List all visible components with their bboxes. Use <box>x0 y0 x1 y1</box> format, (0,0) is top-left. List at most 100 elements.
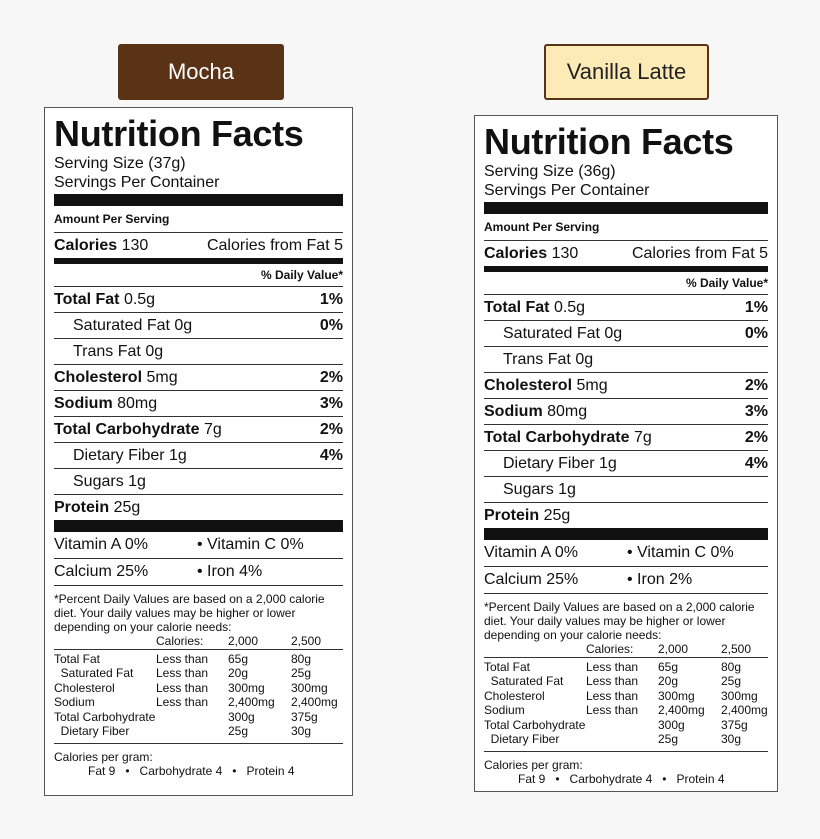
daily-values-cell: 80g <box>291 651 312 666</box>
vitamin-row: Vitamin A 0% • Vitamin C 0% <box>54 532 343 558</box>
calories-header: Calories: <box>586 642 634 656</box>
daily-values-cell: 2,400mg <box>658 703 705 717</box>
daily-values-cell: 375g <box>291 709 318 724</box>
label-title: Nutrition Facts <box>54 113 304 154</box>
iron: • Iron 2% <box>627 571 693 588</box>
daily-values-cell: Less than <box>586 688 639 703</box>
nutrient-label: Trans Fat <box>73 342 141 360</box>
nutrient-dv: 4% <box>744 454 768 472</box>
label-title: Nutrition Facts <box>484 121 734 162</box>
calories-row: Calories 130 Calories from Fat 5 <box>484 240 768 266</box>
divider <box>484 750 768 752</box>
daily-values-cell: 375g <box>721 717 748 732</box>
nutrient-row-total-carbohydrate: Total Carbohydrate 7g 2% <box>54 416 343 442</box>
daily-values-cell: Dietary Fiber <box>54 724 130 738</box>
daily-values-row: Saturated Fat Less than 20g 25g <box>484 674 768 689</box>
nutrient-label: Saturated Fat <box>503 324 600 342</box>
daily-values-cell: Saturated Fat <box>484 674 564 688</box>
nutrient-row-total-fat: Total Fat 0.5g 1% <box>54 286 343 312</box>
daily-values-cell: 300g <box>658 717 685 732</box>
nutrient-label: Protein <box>484 506 540 524</box>
nutrient-dv: 2% <box>744 428 768 446</box>
tab-vanilla-latte[interactable]: Vanilla Latte <box>544 44 709 100</box>
vitamin-a: Vitamin A 0% <box>54 536 148 553</box>
nutrient-dv: 0% <box>319 316 343 334</box>
calories-header: Calories: <box>156 634 204 648</box>
daily-values-cell: 300mg <box>228 680 265 695</box>
nutrient-row-saturated-fat: Saturated Fat 0g 0% <box>484 320 768 346</box>
daily-values-cell: Cholesterol <box>484 688 545 703</box>
daily-values-cell: 300g <box>228 709 255 724</box>
nutrient-row-trans-fat: Trans Fat 0g <box>484 346 768 372</box>
nutrient-amount: 0.5g <box>123 290 156 308</box>
calcium: Calcium 25% <box>54 563 149 580</box>
nutrient-row-sodium: Sodium 80mg 3% <box>484 398 768 424</box>
nutrient-dv: 1% <box>319 290 343 308</box>
nutrient-dv: 3% <box>744 402 768 420</box>
nutrient-label: Total Fat <box>484 298 550 316</box>
thick-divider <box>484 202 768 214</box>
nutrient-row-cholesterol: Cholesterol 5mg 2% <box>484 372 768 398</box>
nutrient-amount: 0g <box>575 350 594 368</box>
calories-2000: 2,000 <box>658 642 689 656</box>
daily-values-row: Dietary Fiber 25g 30g <box>484 732 768 747</box>
daily-values-cell: 30g <box>291 724 312 738</box>
iron: • Iron 4% <box>197 563 263 580</box>
daily-values-row: Saturated Fat Less than 20g 25g <box>54 666 343 681</box>
nutrient-label: Cholesterol <box>484 376 573 394</box>
daily-values-row: Total Fat Less than 65g 80g <box>54 652 343 667</box>
daily-values-cell: 300mg <box>291 680 328 695</box>
daily-values-cell: 30g <box>721 732 742 746</box>
daily-values-cell: 25g <box>228 724 249 738</box>
nutrient-dv: 2% <box>319 368 343 386</box>
vitamin-c: • Vitamin C 0% <box>627 544 734 561</box>
daily-values-row: Cholesterol Less than 300mg 300mg <box>54 681 343 696</box>
nutrition-label-mocha: Nutrition Facts Serving Size (37g) Servi… <box>44 107 353 796</box>
nutrient-dv: 0% <box>744 324 768 342</box>
nutrition-label-vanilla-latte: Nutrition Facts Serving Size (36g) Servi… <box>474 115 778 792</box>
daily-values-cell: 20g <box>228 666 249 680</box>
vitamin-c: • Vitamin C 0% <box>197 536 304 553</box>
divider <box>54 648 343 650</box>
nutrient-label: Dietary Fiber <box>73 446 165 464</box>
nutrient-row-sugars: Sugars 1g <box>484 476 768 502</box>
daily-values-cell: Less than <box>586 674 639 688</box>
servings-per-container: Servings Per Container <box>54 174 220 191</box>
medium-divider <box>54 258 343 264</box>
calories-per-gram: Calories per gram: <box>484 757 583 772</box>
daily-values-table: Total Fat Less than 65g 80g Saturated Fat Le… <box>484 660 768 747</box>
daily-values-cell: 2,400mg <box>721 703 768 717</box>
daily-values-cell: Total Fat <box>484 659 531 674</box>
daily-values-cell: Less than <box>156 680 209 695</box>
daily-values-cell: Dietary Fiber <box>484 732 560 746</box>
calories-per-gram-values: Fat 9 • Carbohydrate 4 • Protein 4 <box>88 763 295 778</box>
mineral-row: Calcium 25% • Iron 4% <box>54 558 343 585</box>
daily-values-cell <box>156 710 228 725</box>
nutrient-label: Total Carbohydrate <box>484 428 630 446</box>
nutrient-row-protein: Protein 25g <box>484 502 768 528</box>
daily-values-row: Total Carbohydrate 300g 375g <box>54 710 343 725</box>
daily-values-cell: Total Carbohydrate <box>484 717 586 732</box>
daily-values-cell: Total Fat <box>54 651 101 666</box>
daily-values-cell: Less than <box>586 703 639 717</box>
daily-values-cell <box>586 718 658 733</box>
nutrient-amount: 80mg <box>547 402 588 420</box>
amount-per-serving: Amount Per Serving <box>484 220 600 234</box>
daily-values-cell: 25g <box>721 674 742 688</box>
nutrient-row-sugars: Sugars 1g <box>54 468 343 494</box>
nutrient-amount: 1g <box>558 480 576 498</box>
nutrient-amount: 7g <box>203 420 222 438</box>
nutrient-label: Total Carbohydrate <box>54 420 200 438</box>
daily-values-cell: Less than <box>156 651 209 666</box>
daily-values-cell: 20g <box>658 674 679 688</box>
footnote: *Percent Daily Values are based on a 2,0… <box>54 592 325 634</box>
divider <box>54 742 343 744</box>
amount-per-serving: Amount Per Serving <box>54 212 170 226</box>
daily-values-cell <box>586 732 658 747</box>
daily-values-cell: Cholesterol <box>54 680 115 695</box>
serving-size: Serving Size (36g) <box>484 163 616 180</box>
daily-values-cell: 65g <box>658 659 679 674</box>
nutrient-label: Sodium <box>484 402 543 420</box>
tab-mocha[interactable]: Mocha <box>118 44 284 100</box>
nutrient-label: Cholesterol <box>54 368 143 386</box>
